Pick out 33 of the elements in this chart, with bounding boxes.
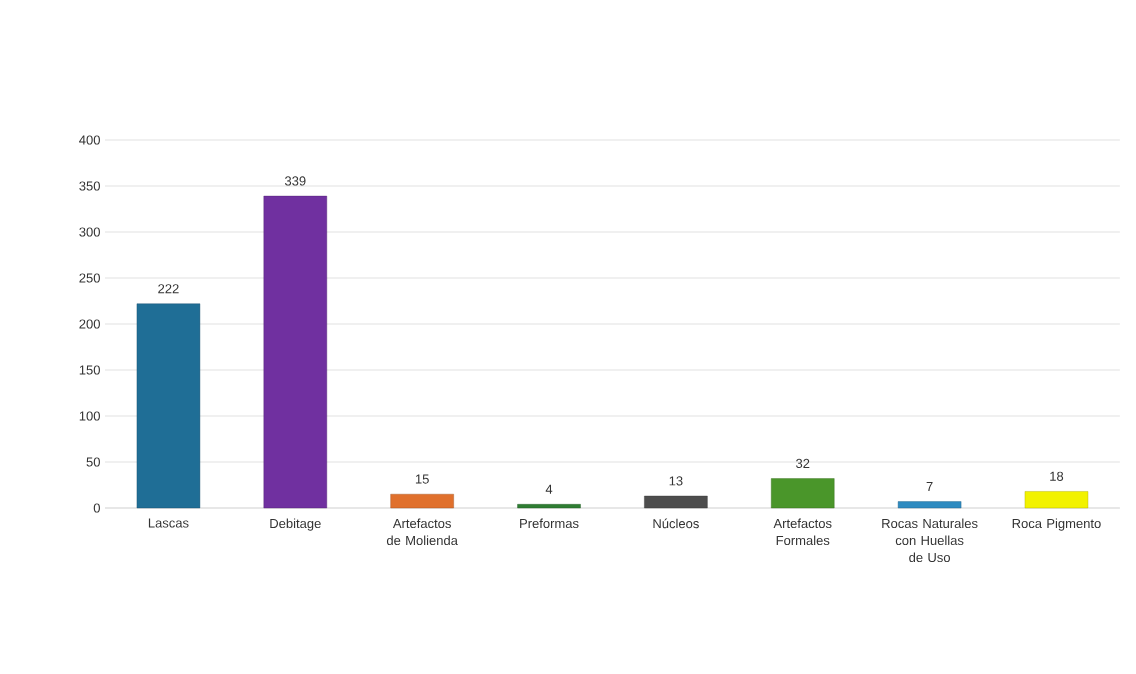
bar <box>136 303 201 509</box>
data-label: 32 <box>796 458 810 469</box>
x-tick-label: Artefactos Formales <box>773 518 832 546</box>
x-tick-label: Preformas <box>520 518 579 529</box>
bar <box>517 504 581 509</box>
bar <box>390 493 454 509</box>
y-tick-label: 350 <box>79 181 100 191</box>
data-label: 18 <box>1050 471 1064 481</box>
x-tick-label: Roca Pigmento <box>1012 518 1101 531</box>
bar <box>771 478 835 509</box>
data-label: 7 <box>926 482 933 492</box>
y-tick-label: 250 <box>79 273 100 283</box>
bar <box>897 501 962 509</box>
x-tick-label: Debitage <box>270 518 321 531</box>
y-tick-label: 400 <box>79 135 100 145</box>
y-tick-label: 150 <box>79 365 100 375</box>
bar <box>644 495 708 509</box>
x-tick-label: Rocas Naturales con Huellas de Uso <box>882 518 978 563</box>
data-label: 13 <box>669 476 683 486</box>
data-label: 15 <box>415 474 429 484</box>
y-tick-label: 0 <box>93 503 100 513</box>
y-tick-label: 300 <box>79 227 100 237</box>
x-tick-label: Núcleos <box>653 518 699 529</box>
data-label: 339 <box>284 176 306 186</box>
data-label: 222 <box>158 284 179 294</box>
x-tick-label: Lascas <box>148 518 189 528</box>
x-tick-label: Artefactos de Molienda <box>386 518 458 546</box>
y-tick-label: 100 <box>79 411 100 421</box>
bar <box>1024 491 1089 509</box>
y-tick-label: 200 <box>79 319 100 329</box>
y-tick-label: 50 <box>86 457 100 467</box>
bar <box>263 195 327 509</box>
data-label: 4 <box>545 484 553 494</box>
